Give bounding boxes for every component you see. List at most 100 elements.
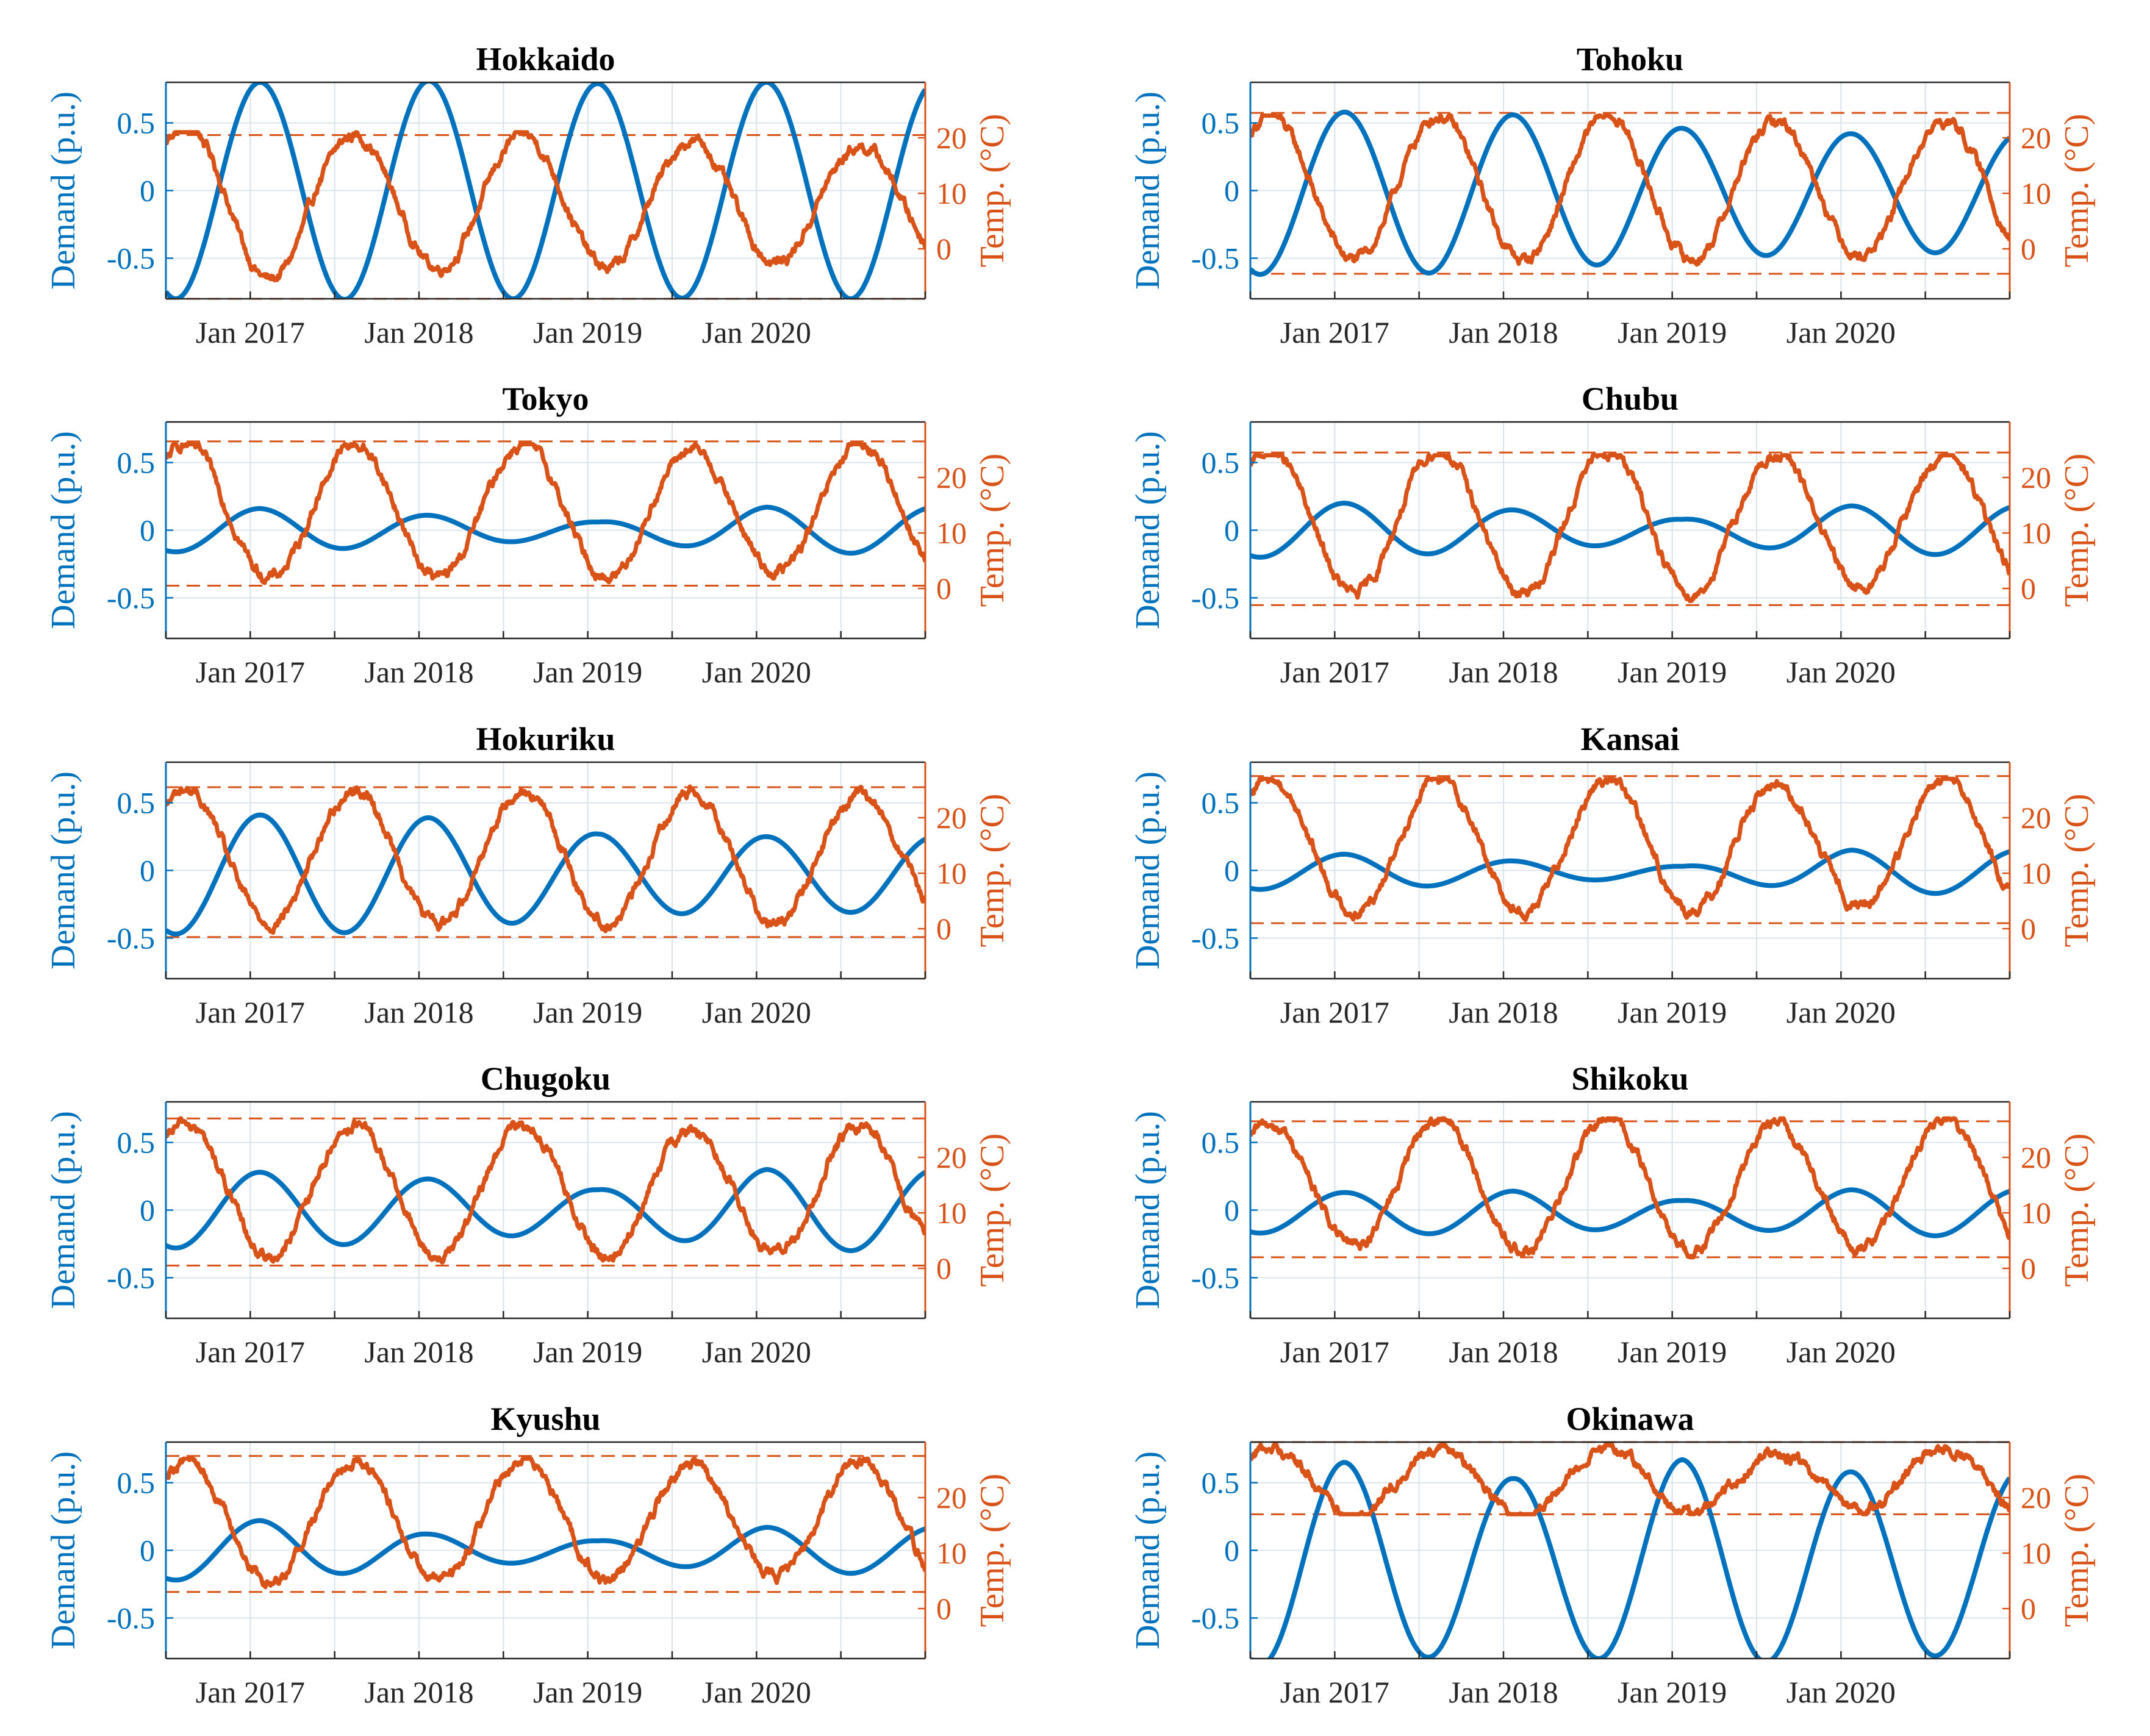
temperature-line bbox=[1250, 113, 2010, 267]
y-left-tick-label: 0.5 bbox=[1202, 1126, 1240, 1160]
grid bbox=[1250, 1102, 2010, 1318]
demand-line bbox=[1250, 1187, 2010, 1238]
y-left-label: Demand (p.u.) bbox=[45, 1111, 82, 1309]
y-right-tick-label: 0 bbox=[936, 232, 951, 266]
y-right-label: Temp. (°C) bbox=[2058, 1134, 2096, 1287]
subplot-title: Kansai bbox=[1580, 721, 1679, 757]
x-tick-label: Jan 2018 bbox=[364, 1335, 473, 1369]
y-left-tick-label: 0 bbox=[140, 1534, 155, 1568]
temperature-line bbox=[1250, 1443, 2010, 1516]
temperature-line bbox=[1250, 1116, 2010, 1260]
y-right-tick-label: 10 bbox=[936, 516, 967, 550]
y-left-tick-label: -0.5 bbox=[1191, 1601, 1239, 1635]
y-left-label: Demand (p.u.) bbox=[1129, 1111, 1167, 1309]
x-tick-label: Jan 2019 bbox=[533, 995, 642, 1029]
y-right-label: Temp. (°C) bbox=[2058, 454, 2096, 607]
x-tick-label: Jan 2019 bbox=[533, 315, 642, 349]
y-right-label: Temp. (°C) bbox=[973, 454, 1011, 607]
x-tick-label: Jan 2018 bbox=[364, 315, 473, 349]
x-tick-label: Jan 2018 bbox=[1449, 995, 1558, 1029]
x-tick-label: Jan 2018 bbox=[364, 1675, 473, 1709]
subplot-title: Tokyo bbox=[502, 380, 589, 417]
y-left-tick-label: 0.5 bbox=[1202, 786, 1240, 820]
y-right-tick-label: 10 bbox=[2021, 1196, 2051, 1230]
y-right-tick-label: 10 bbox=[936, 176, 967, 210]
y-left-tick-label: 0.5 bbox=[117, 1466, 156, 1500]
y-right-tick-label: 0 bbox=[2021, 1591, 2036, 1626]
subplot-title: Tohoku bbox=[1577, 41, 1683, 77]
x-tick-label: Jan 2017 bbox=[196, 995, 305, 1029]
y-left-tick-label: -0.5 bbox=[107, 921, 155, 955]
y-left-label: Demand (p.u.) bbox=[45, 1451, 82, 1649]
y-left-label: Demand (p.u.) bbox=[1129, 771, 1167, 970]
x-tick-label: Jan 2017 bbox=[1280, 1675, 1389, 1709]
y-left-tick-label: 0 bbox=[1224, 513, 1239, 548]
x-tick-label: Jan 2019 bbox=[1618, 995, 1727, 1029]
temperature-line bbox=[166, 784, 925, 935]
y-right-tick-label: 20 bbox=[2021, 1481, 2051, 1515]
subplot-title: Shikoku bbox=[1571, 1060, 1688, 1097]
y-left-tick-label: -0.5 bbox=[1191, 241, 1239, 275]
x-tick-label: Jan 2019 bbox=[533, 655, 642, 689]
subplot-chubu: Jan 2017 Jan 2018 Jan 2019 Jan 2020 -0.5 0 0.5… bbox=[1129, 380, 2096, 689]
y-left-tick-label: 0 bbox=[1224, 1534, 1239, 1568]
y-right-tick-label: 0 bbox=[2021, 912, 2036, 946]
y-left-tick-label: 0 bbox=[140, 513, 155, 548]
demand-line bbox=[1250, 848, 2010, 896]
x-tick-label: Jan 2018 bbox=[1449, 1335, 1558, 1369]
y-right-tick-label: 20 bbox=[936, 460, 967, 495]
y-right-tick-label: 20 bbox=[2021, 460, 2051, 495]
subplot-title: Chubu bbox=[1582, 380, 1679, 417]
y-left-tick-label: 0 bbox=[140, 174, 155, 208]
y-right-tick-label: 0 bbox=[936, 1251, 951, 1285]
demand-line bbox=[166, 1166, 925, 1254]
subplot-tohoku: Jan 2017 Jan 2018 Jan 2019 Jan 2020 -0.5 0 0.5… bbox=[1129, 41, 2096, 349]
subplot-kyushu: Jan 2017 Jan 2018 Jan 2019 Jan 2020 -0.5 0 0.5… bbox=[45, 1401, 1011, 1709]
x-tick-label: Jan 2020 bbox=[702, 1335, 811, 1369]
y-left-label: Demand (p.u.) bbox=[45, 91, 82, 290]
y-left-tick-label: 0 bbox=[1224, 1193, 1239, 1227]
x-tick-label: Jan 2020 bbox=[1786, 995, 1896, 1029]
x-tick-label: Jan 2017 bbox=[1280, 315, 1389, 349]
demand-line bbox=[1250, 109, 2010, 277]
subplot-kansai: Jan 2017 Jan 2018 Jan 2019 Jan 2020 -0.5 0 0.5… bbox=[1129, 721, 2096, 1029]
y-right-label: Temp. (°C) bbox=[973, 114, 1011, 268]
y-left-label: Demand (p.u.) bbox=[45, 431, 82, 629]
y-right-tick-label: 20 bbox=[2021, 801, 2051, 835]
temperature-line bbox=[1250, 453, 2010, 604]
subplot-title: Hokkaido bbox=[476, 41, 615, 77]
y-right-tick-label: 10 bbox=[2021, 856, 2051, 890]
x-tick-label: Jan 2017 bbox=[196, 1675, 305, 1709]
y-left-tick-label: 0.5 bbox=[117, 106, 156, 140]
x-tick-label: Jan 2017 bbox=[1280, 655, 1389, 689]
y-right-tick-label: 20 bbox=[936, 801, 967, 835]
y-left-label: Demand (p.u.) bbox=[1129, 1451, 1167, 1649]
y-left-tick-label: -0.5 bbox=[1191, 580, 1239, 615]
y-right-tick-label: 10 bbox=[936, 856, 967, 890]
y-left-label: Demand (p.u.) bbox=[45, 771, 82, 970]
subplot-title: Hokuriku bbox=[476, 721, 615, 757]
subplot-tokyo: Jan 2017 Jan 2018 Jan 2019 Jan 2020 -0.5 0 0.5… bbox=[45, 380, 1011, 689]
y-right-label: Temp. (°C) bbox=[973, 794, 1011, 948]
y-right-tick-label: 20 bbox=[936, 1140, 967, 1174]
y-right-tick-label: 10 bbox=[2021, 516, 2051, 550]
subplot-shikoku: Jan 2017 Jan 2018 Jan 2019 Jan 2020 -0.5 0 0.5… bbox=[1129, 1060, 2096, 1369]
y-left-tick-label: 0 bbox=[1224, 174, 1239, 208]
x-tick-label: Jan 2017 bbox=[1280, 1335, 1389, 1369]
y-right-tick-label: 0 bbox=[2021, 1251, 2036, 1285]
x-tick-label: Jan 2020 bbox=[702, 655, 811, 689]
y-left-tick-label: -0.5 bbox=[1191, 1260, 1239, 1295]
x-tick-label: Jan 2019 bbox=[1618, 655, 1727, 689]
grid bbox=[165, 422, 926, 638]
x-tick-label: Jan 2020 bbox=[1786, 1335, 1896, 1369]
demand-line bbox=[166, 504, 925, 556]
y-left-tick-label: 0.5 bbox=[117, 1126, 156, 1160]
y-right-tick-label: 10 bbox=[936, 1196, 967, 1230]
y-left-tick-label: -0.5 bbox=[107, 1601, 155, 1635]
temperature-line bbox=[166, 1456, 925, 1590]
y-left-tick-label: 0 bbox=[1224, 854, 1239, 888]
temperature-line bbox=[1250, 776, 2010, 923]
x-tick-label: Jan 2020 bbox=[702, 995, 811, 1029]
subplot-chugoku: Jan 2017 Jan 2018 Jan 2019 Jan 2020 -0.5 0 0.5… bbox=[45, 1060, 1011, 1369]
x-tick-label: Jan 2019 bbox=[1618, 1335, 1727, 1369]
